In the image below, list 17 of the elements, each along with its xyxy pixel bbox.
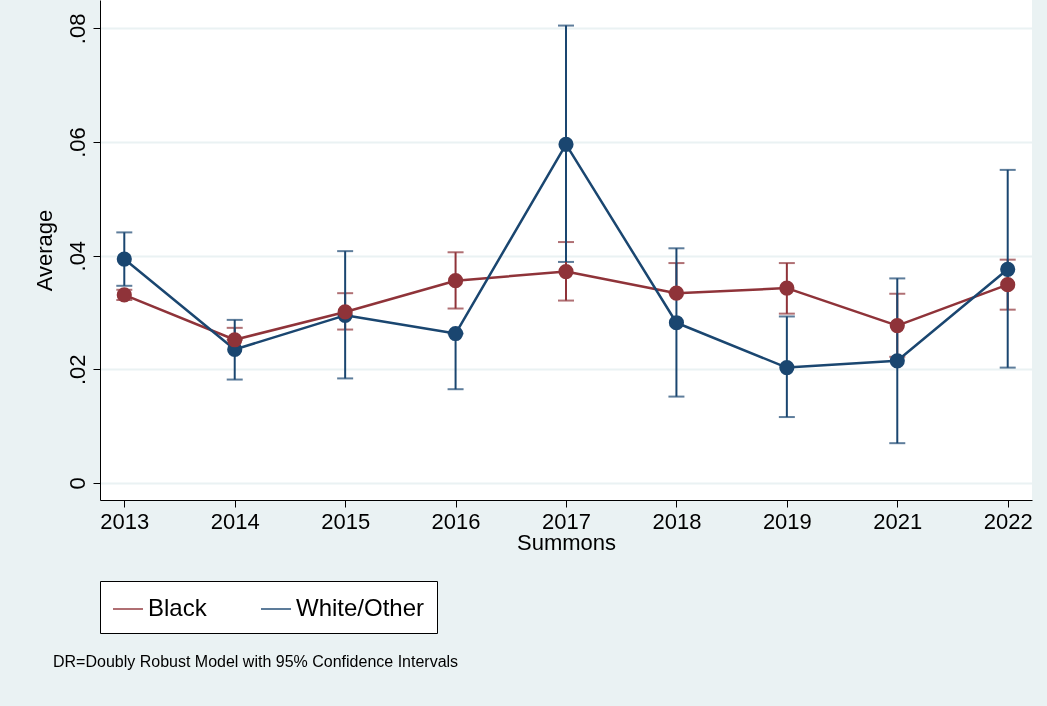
- x-tick-label: 2018: [652, 508, 702, 534]
- legend-label: White/Other: [296, 594, 425, 621]
- y-tick-label: .08: [64, 13, 90, 45]
- legend-label: Black: [148, 594, 208, 621]
- x-tick-label: 2019: [762, 508, 812, 534]
- x-tick-label: 2021: [873, 508, 923, 534]
- y-tick-label: .04: [64, 240, 90, 272]
- x-tick-label: 2013: [100, 508, 150, 534]
- x-tick-label: 2014: [210, 508, 260, 534]
- x-tick-label: 2016: [431, 508, 481, 534]
- x-tick-label: 2015: [321, 508, 371, 534]
- text: DR=Doubly Robust Model with 95% Confidence Intervals: [53, 652, 459, 670]
- y-tick-label: .02: [64, 354, 90, 386]
- y-axis-title: Average: [31, 209, 57, 292]
- y-tick-label: .06: [64, 127, 90, 158]
- x-tick-label: 2022: [983, 508, 1033, 534]
- y-tick-label: 0: [64, 477, 90, 490]
